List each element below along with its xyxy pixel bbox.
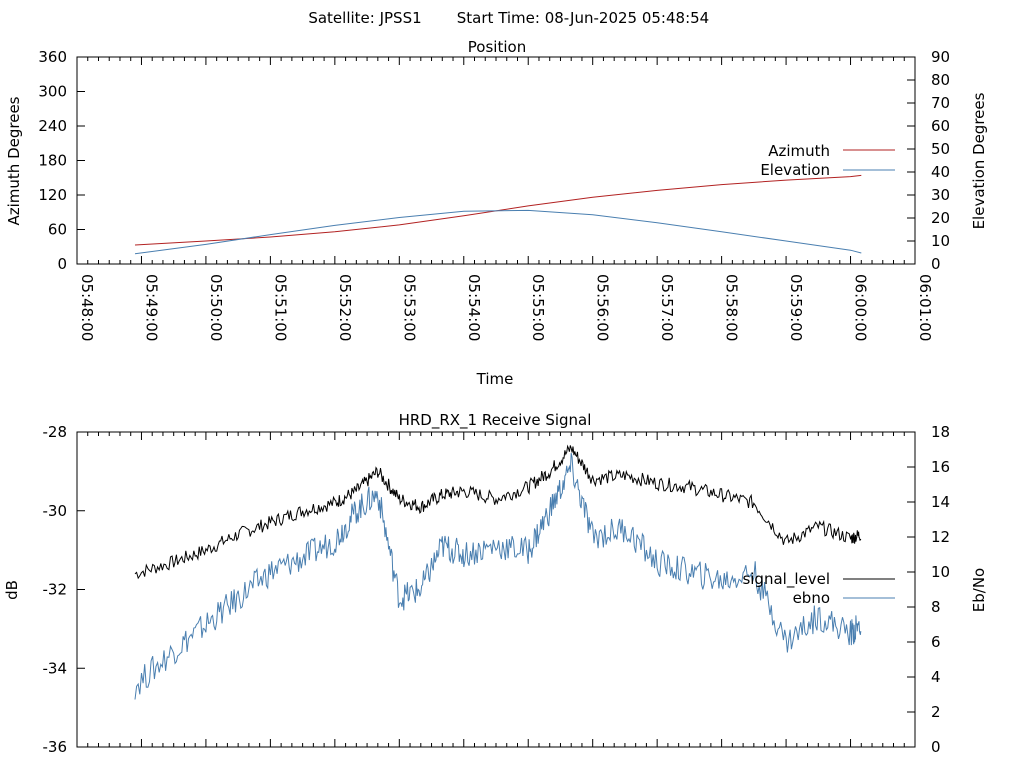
x-tick-label: 05:48:00 bbox=[78, 274, 96, 341]
y-tick-label: 240 bbox=[38, 117, 67, 135]
satellite-label: Satellite: JPSS1 bbox=[308, 9, 421, 27]
x-tick-label: 05:50:00 bbox=[207, 274, 225, 341]
y2-tick-label: 10 bbox=[931, 232, 950, 250]
legend-label-ebno: ebno bbox=[793, 589, 830, 607]
y2-tick-label: 70 bbox=[931, 94, 950, 112]
x-tick-label: 05:58:00 bbox=[723, 274, 741, 341]
x-tick-label: 05:53:00 bbox=[400, 274, 418, 341]
y2-tick-label: 30 bbox=[931, 186, 950, 204]
series-line-ebno bbox=[134, 452, 862, 700]
y-tick-label: -32 bbox=[43, 581, 68, 599]
y-tick-label: -30 bbox=[43, 502, 68, 520]
ebno-axis-title: Eb/No bbox=[970, 568, 988, 612]
y-tick-label: 60 bbox=[48, 221, 67, 239]
y2-tick-label: 2 bbox=[931, 703, 941, 721]
elevation-axis-title: Elevation Degrees bbox=[970, 92, 988, 229]
legend-label-signal-level: signal_level bbox=[742, 570, 830, 589]
x-tick-label: 05:49:00 bbox=[142, 274, 160, 341]
x-tick-label: 05:59:00 bbox=[787, 274, 805, 341]
y2-tick-label: 14 bbox=[931, 493, 950, 511]
y2-tick-label: 16 bbox=[931, 458, 950, 476]
time-axis-title: Time bbox=[476, 370, 514, 388]
x-tick-label: 05:52:00 bbox=[336, 274, 354, 341]
y2-tick-label: 80 bbox=[931, 71, 950, 89]
x-tick-label: 06:00:00 bbox=[852, 274, 870, 341]
y2-tick-label: 60 bbox=[931, 117, 950, 135]
y-tick-label: -34 bbox=[43, 659, 68, 677]
y2-tick-label: 50 bbox=[931, 140, 950, 158]
y-tick-label: -36 bbox=[43, 738, 68, 756]
series-line-signal-level bbox=[134, 444, 862, 580]
y2-tick-label: 4 bbox=[931, 668, 941, 686]
y2-tick-label: 0 bbox=[931, 738, 941, 756]
y2-tick-label: 10 bbox=[931, 563, 950, 581]
y2-tick-label: 12 bbox=[931, 528, 950, 546]
y-tick-label: 300 bbox=[38, 83, 67, 101]
receive-signal-chart: HRD_RX_1 Receive Signal dB Eb/No -36 -34 -… bbox=[3, 411, 988, 756]
y-tick-label: 180 bbox=[38, 152, 67, 170]
position-legend: Azimuth Elevation bbox=[760, 142, 895, 179]
y2-tick-label: 0 bbox=[931, 255, 941, 273]
x-tick-label: 05:57:00 bbox=[658, 274, 676, 341]
azimuth-axis-title: Azimuth Degrees bbox=[5, 96, 23, 225]
start-time-label: Start Time: 08-Jun-2025 05:48:54 bbox=[457, 9, 709, 27]
y2-tick-label: 40 bbox=[931, 163, 950, 181]
y2-tick-label: 6 bbox=[931, 633, 941, 651]
legend-label-elevation: Elevation bbox=[760, 161, 830, 179]
series-line-elevation bbox=[134, 209, 862, 255]
y-tick-label: 120 bbox=[38, 186, 67, 204]
y2-tick-label: 20 bbox=[931, 209, 950, 227]
series-line-azimuth bbox=[134, 174, 862, 246]
x-tick-label: 05:55:00 bbox=[529, 274, 547, 341]
y2-tick-label: 90 bbox=[931, 48, 950, 66]
position-chart: Position Azimuth Degrees Elevation Degre… bbox=[5, 38, 988, 388]
db-axis-title: dB bbox=[3, 580, 21, 600]
y2-tick-label: 8 bbox=[931, 598, 941, 616]
y-tick-label: 360 bbox=[38, 48, 67, 66]
x-tick-label: 06:01:00 bbox=[916, 274, 934, 341]
x-tick-label: 05:54:00 bbox=[465, 274, 483, 341]
legend-label-azimuth: Azimuth bbox=[768, 142, 830, 160]
receive-plot-frame bbox=[76, 431, 916, 748]
receive-legend: signal_level ebno bbox=[742, 570, 895, 607]
y2-tick-label: 18 bbox=[931, 423, 950, 441]
y-tick-label: -28 bbox=[43, 423, 68, 441]
x-tick-label: 05:51:00 bbox=[271, 274, 289, 341]
position-chart-title: Position bbox=[468, 38, 526, 56]
receive-signal-chart-title: HRD_RX_1 Receive Signal bbox=[399, 411, 592, 430]
y-tick-label: 0 bbox=[57, 255, 67, 273]
x-tick-label: 05:56:00 bbox=[594, 274, 612, 341]
